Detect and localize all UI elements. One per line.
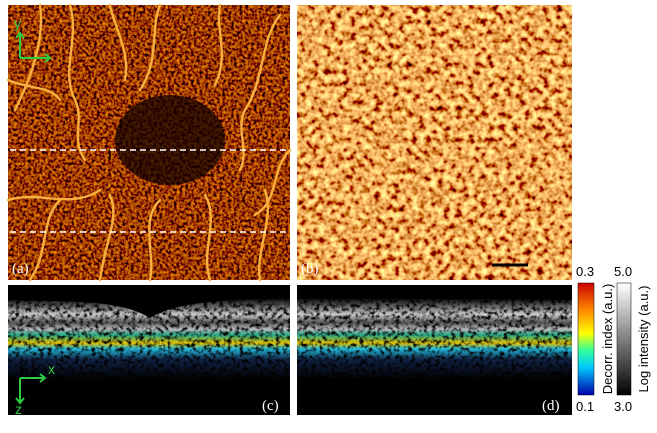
colorbar-label: Log intensity (a.u.) [636,286,651,393]
axis-letter: y [14,15,21,31]
axis-letter: z [15,401,22,417]
axis-arrows-c [15,373,47,405]
panel-label: (b) [301,261,319,277]
speckle [297,285,572,415]
vessels [6,3,292,282]
axis-arrows-a [15,31,52,63]
fovea [115,95,225,185]
colorbar-min: 0.1 [576,399,594,414]
panel-label: (a) [12,261,29,277]
colorbar-intensity [616,282,632,396]
axis-letter: x [48,361,55,377]
panel-label: (d) [542,398,560,414]
colorbar-max: 0.3 [576,264,594,279]
colorbar-min: 3.0 [614,399,632,414]
panel-label: (c) [262,398,279,414]
colorbar-label: Decorr. index (a.u.) [600,284,615,395]
colorbar-decorr [577,282,595,396]
panel-b-texture [297,5,572,280]
speckle [8,285,290,415]
colorbar-max: 5.0 [614,264,632,279]
